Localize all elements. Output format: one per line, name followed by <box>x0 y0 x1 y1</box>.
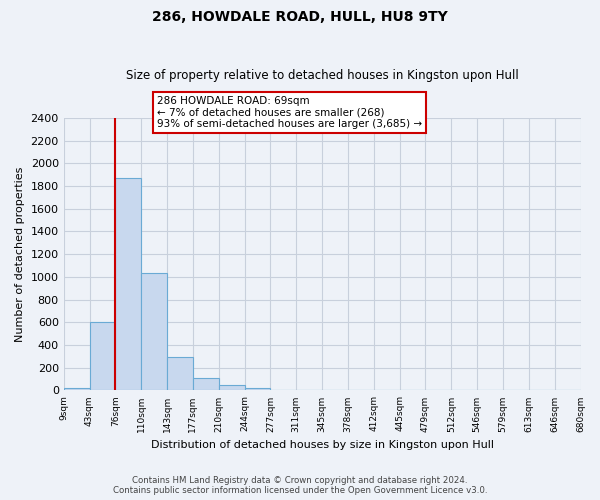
Bar <box>245 388 271 390</box>
Title: Size of property relative to detached houses in Kingston upon Hull: Size of property relative to detached ho… <box>126 69 518 82</box>
Bar <box>64 388 89 390</box>
Text: Contains HM Land Registry data © Crown copyright and database right 2024.
Contai: Contains HM Land Registry data © Crown c… <box>113 476 487 495</box>
Text: 286 HOWDALE ROAD: 69sqm
← 7% of detached houses are smaller (268)
93% of semi-de: 286 HOWDALE ROAD: 69sqm ← 7% of detached… <box>157 96 422 130</box>
Text: 286, HOWDALE ROAD, HULL, HU8 9TY: 286, HOWDALE ROAD, HULL, HU8 9TY <box>152 10 448 24</box>
X-axis label: Distribution of detached houses by size in Kingston upon Hull: Distribution of detached houses by size … <box>151 440 494 450</box>
Bar <box>141 274 167 390</box>
Bar <box>167 358 193 390</box>
Bar <box>89 322 115 390</box>
Bar <box>219 386 245 390</box>
Bar <box>193 378 219 390</box>
Y-axis label: Number of detached properties: Number of detached properties <box>15 166 25 342</box>
Bar <box>115 178 141 390</box>
